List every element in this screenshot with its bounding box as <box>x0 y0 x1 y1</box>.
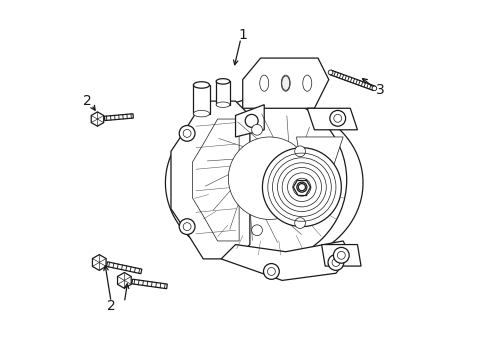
Polygon shape <box>221 241 349 280</box>
Circle shape <box>183 223 191 230</box>
Ellipse shape <box>281 76 289 90</box>
Circle shape <box>331 258 339 266</box>
Circle shape <box>183 130 191 137</box>
Circle shape <box>263 264 279 279</box>
Circle shape <box>262 148 341 226</box>
Polygon shape <box>165 102 362 265</box>
Circle shape <box>179 126 195 141</box>
Polygon shape <box>235 105 264 137</box>
Circle shape <box>327 255 343 270</box>
Circle shape <box>337 251 345 259</box>
Circle shape <box>333 247 348 263</box>
Circle shape <box>333 114 341 122</box>
Polygon shape <box>296 137 343 180</box>
Text: 2: 2 <box>83 94 92 108</box>
Ellipse shape <box>259 75 268 91</box>
Polygon shape <box>216 81 229 105</box>
Polygon shape <box>329 70 374 91</box>
Circle shape <box>228 137 310 220</box>
Polygon shape <box>92 255 106 270</box>
Polygon shape <box>321 244 360 266</box>
Circle shape <box>251 125 262 135</box>
Ellipse shape <box>281 75 290 91</box>
Polygon shape <box>242 58 328 108</box>
Ellipse shape <box>302 75 311 91</box>
Circle shape <box>329 111 345 126</box>
Circle shape <box>251 225 262 235</box>
Polygon shape <box>306 108 357 130</box>
Polygon shape <box>91 112 103 126</box>
Ellipse shape <box>193 111 209 117</box>
Ellipse shape <box>216 102 229 107</box>
Ellipse shape <box>216 78 229 84</box>
Circle shape <box>244 114 258 127</box>
Polygon shape <box>104 114 133 121</box>
Polygon shape <box>117 273 131 288</box>
Polygon shape <box>193 85 209 114</box>
Circle shape <box>294 146 305 157</box>
Circle shape <box>371 86 376 91</box>
Ellipse shape <box>193 82 209 88</box>
Circle shape <box>294 218 305 228</box>
Circle shape <box>298 184 305 191</box>
Circle shape <box>182 98 346 262</box>
Polygon shape <box>171 101 249 259</box>
Text: 1: 1 <box>238 28 246 42</box>
Text: 3: 3 <box>376 84 385 97</box>
Circle shape <box>179 219 195 234</box>
Polygon shape <box>106 262 142 274</box>
Polygon shape <box>132 279 167 289</box>
Circle shape <box>327 70 332 75</box>
Circle shape <box>267 267 275 275</box>
Polygon shape <box>192 119 239 241</box>
Text: 2: 2 <box>107 299 116 313</box>
